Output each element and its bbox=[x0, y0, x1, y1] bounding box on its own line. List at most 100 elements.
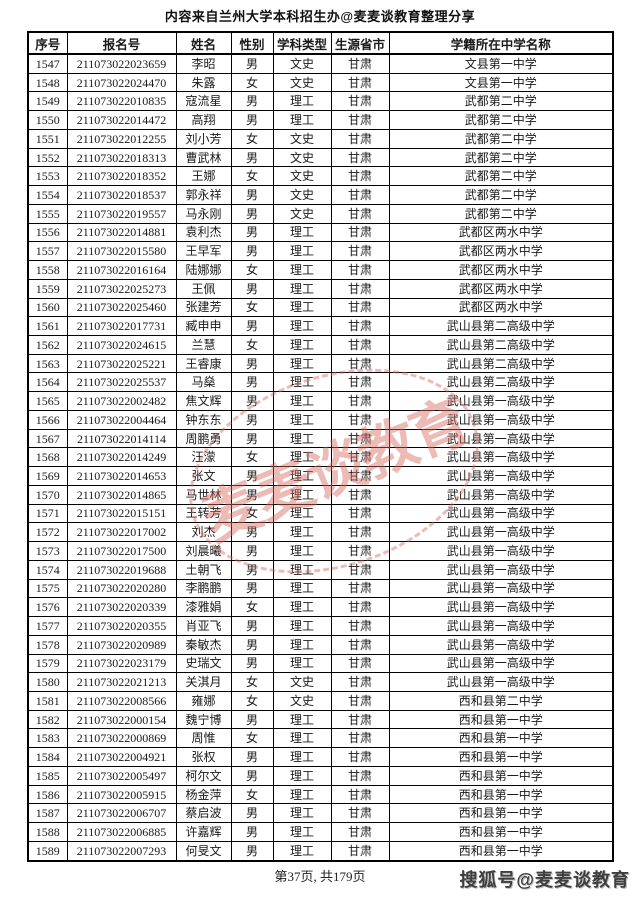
table-cell-subject: 文史 bbox=[272, 53, 332, 74]
table-cell-subject: 理工 bbox=[272, 316, 332, 337]
table-cell-serial: 1587 bbox=[27, 803, 68, 824]
table-cell-school: 武都第二中学 bbox=[388, 110, 614, 130]
table-cell-serial: 1553 bbox=[27, 166, 68, 187]
page-number: 第37页, 共179页 bbox=[274, 869, 366, 884]
table-cell-name: 杨金萍 bbox=[175, 784, 232, 805]
table-cell-serial: 1575 bbox=[27, 578, 68, 599]
table-cell-regno: 211073022023179 bbox=[66, 653, 177, 674]
table-cell-school: 武山县第二高级中学 bbox=[388, 316, 614, 337]
table-cell-serial: 1570 bbox=[27, 484, 68, 505]
table-cell-name: 张文 bbox=[175, 466, 232, 486]
table-row: 1566 211073022004464 钟东东男理工 甘肃 武山县第一高级中学 bbox=[27, 409, 614, 430]
table-cell-regno: 211073022016164 bbox=[66, 260, 177, 280]
table-cell-serial: 1561 bbox=[27, 316, 68, 337]
table-cell-regno: 211073022014114 bbox=[66, 428, 177, 449]
table-cell-regno: 211073022007293 bbox=[66, 840, 177, 862]
table-cell-school: 西和县第一中学 bbox=[388, 784, 614, 805]
table-cell-gender: 男 bbox=[230, 634, 274, 655]
table-cell-name: 秦敏杰 bbox=[175, 634, 232, 655]
table-cell-regno: 211073022014472 bbox=[66, 110, 177, 130]
table-cell-regno: 211073022017731 bbox=[66, 316, 177, 337]
table-cell-school: 武都第二中学 bbox=[388, 147, 614, 168]
table-cell-regno: 211073022020355 bbox=[66, 616, 177, 636]
table-cell-school: 武山县第一高级中学 bbox=[388, 447, 614, 468]
table-cell-province: 甘肃 bbox=[330, 709, 390, 730]
table-cell-serial: 1559 bbox=[27, 278, 68, 299]
table-cell-school: 武都区两水中学 bbox=[388, 241, 614, 262]
table-cell-serial: 1549 bbox=[27, 91, 68, 112]
table-row: 1577 211073022020355 肖亚飞男理工 甘肃 武山县第一高级中学 bbox=[27, 616, 614, 636]
table-cell-name: 肖亚飞 bbox=[175, 616, 232, 636]
table-cell-name: 汪濛 bbox=[175, 447, 232, 468]
header-school-name: 学籍所在中学名称 bbox=[388, 31, 614, 55]
table-row: 1563 211073022025221 王睿康男理工 甘肃 武山县第二高级中学 bbox=[27, 353, 614, 374]
table-cell-gender: 女 bbox=[230, 260, 274, 280]
table-cell-regno: 211073022020280 bbox=[66, 578, 177, 599]
table-cell-name: 魏宁博 bbox=[175, 709, 232, 730]
table-cell-name: 李鹏鹏 bbox=[175, 578, 232, 599]
table-cell-province: 甘肃 bbox=[330, 335, 390, 355]
admission-roster-table: 序号 报名号 姓名 性别 学科类型 生源省市 学籍所在中学名称 1547 2110… bbox=[27, 31, 614, 862]
table-row: 1552 211073022018313 曹武林男文史 甘肃 武都第二中学 bbox=[27, 147, 614, 168]
table-cell-school: 武山县第一高级中学 bbox=[388, 541, 614, 561]
table-row: 1588 211073022006885 许嘉辉男理工 甘肃 西和县第一中学 bbox=[27, 822, 614, 842]
table-cell-school: 武山县第一高级中学 bbox=[388, 428, 614, 449]
table-cell-school: 武山县第二高级中学 bbox=[388, 372, 614, 393]
table-cell-regno: 211073022025273 bbox=[66, 278, 177, 299]
table-row: 1569 211073022014653 张文男理工 甘肃 武山县第一高级中学 bbox=[27, 466, 614, 486]
table-cell-regno: 211073022021213 bbox=[66, 672, 177, 692]
table-cell-province: 甘肃 bbox=[330, 128, 390, 149]
table-cell-subject: 理工 bbox=[272, 447, 332, 468]
table-cell-province: 甘肃 bbox=[330, 784, 390, 805]
table-cell-school: 武都区两水中学 bbox=[388, 278, 614, 299]
table-cell-regno: 211073022018537 bbox=[66, 185, 177, 205]
table-cell-school: 武山县第二高级中学 bbox=[388, 335, 614, 355]
table-cell-serial: 1551 bbox=[27, 128, 68, 149]
table-cell-gender: 男 bbox=[230, 278, 274, 299]
table-cell-regno: 211073022017500 bbox=[66, 541, 177, 561]
table-cell-gender: 男 bbox=[230, 541, 274, 561]
table-row: 1557 211073022015580 王早军男理工 甘肃 武都区两水中学 bbox=[27, 241, 614, 262]
table-cell-regno: 211073022024615 bbox=[66, 335, 177, 355]
table-cell-serial: 1562 bbox=[27, 335, 68, 355]
table-row: 1580 211073022021213 关淇月女文史 甘肃 武山县第一高级中学 bbox=[27, 672, 614, 692]
table-cell-subject: 理工 bbox=[272, 765, 332, 786]
table-cell-serial: 1586 bbox=[27, 784, 68, 805]
table-cell-subject: 理工 bbox=[272, 428, 332, 449]
table-cell-subject: 理工 bbox=[272, 409, 332, 430]
table-cell-name: 刘小芳 bbox=[175, 128, 232, 149]
table-cell-gender: 女 bbox=[230, 447, 274, 468]
table-cell-regno: 211073022015580 bbox=[66, 241, 177, 262]
table-row: 1561 211073022017731 臧申申男理工 甘肃 武山县第二高级中学 bbox=[27, 316, 614, 337]
table-cell-name: 周鹏勇 bbox=[175, 428, 232, 449]
table-cell-serial: 1571 bbox=[27, 503, 68, 524]
table-cell-province: 甘肃 bbox=[330, 634, 390, 655]
table-cell-regno: 211073022006885 bbox=[66, 822, 177, 842]
table-cell-regno: 211073022014249 bbox=[66, 447, 177, 468]
table-cell-subject: 理工 bbox=[272, 728, 332, 749]
table-cell-subject: 理工 bbox=[272, 559, 332, 580]
table-cell-serial: 1579 bbox=[27, 653, 68, 674]
table-cell-gender: 男 bbox=[230, 222, 274, 243]
table-cell-regno: 211073022015151 bbox=[66, 503, 177, 524]
table-row: 1574 211073022019688 土朝飞男理工 甘肃 武山县第一高级中学 bbox=[27, 559, 614, 580]
table-cell-gender: 女 bbox=[230, 503, 274, 524]
table-cell-subject: 文史 bbox=[272, 185, 332, 205]
table-cell-school: 文县第一中学 bbox=[388, 72, 614, 93]
table-cell-school: 武山县第一高级中学 bbox=[388, 634, 614, 655]
table-cell-regno: 211073022002482 bbox=[66, 391, 177, 411]
table-cell-gender: 女 bbox=[230, 72, 274, 93]
table-cell-regno: 211073022020989 bbox=[66, 634, 177, 655]
table-cell-school: 武都区两水中学 bbox=[388, 297, 614, 318]
table-cell-regno: 211073022019557 bbox=[66, 203, 177, 224]
table-cell-serial: 1580 bbox=[27, 672, 68, 692]
table-row: 1571 211073022015151 王转芳女理工 甘肃 武山县第一高级中学 bbox=[27, 503, 614, 524]
table-cell-gender: 男 bbox=[230, 428, 274, 449]
table-cell-name: 王转芳 bbox=[175, 503, 232, 524]
table-cell-school: 西和县第一中学 bbox=[388, 709, 614, 730]
table-cell-gender: 男 bbox=[230, 391, 274, 411]
table-cell-school: 武都区两水中学 bbox=[388, 222, 614, 243]
table-row: 1576 211073022020339 漆雅娟女理工 甘肃 武山县第一高级中学 bbox=[27, 597, 614, 618]
table-cell-name: 李昭 bbox=[175, 53, 232, 74]
table-cell-regno: 211073022004921 bbox=[66, 747, 177, 767]
